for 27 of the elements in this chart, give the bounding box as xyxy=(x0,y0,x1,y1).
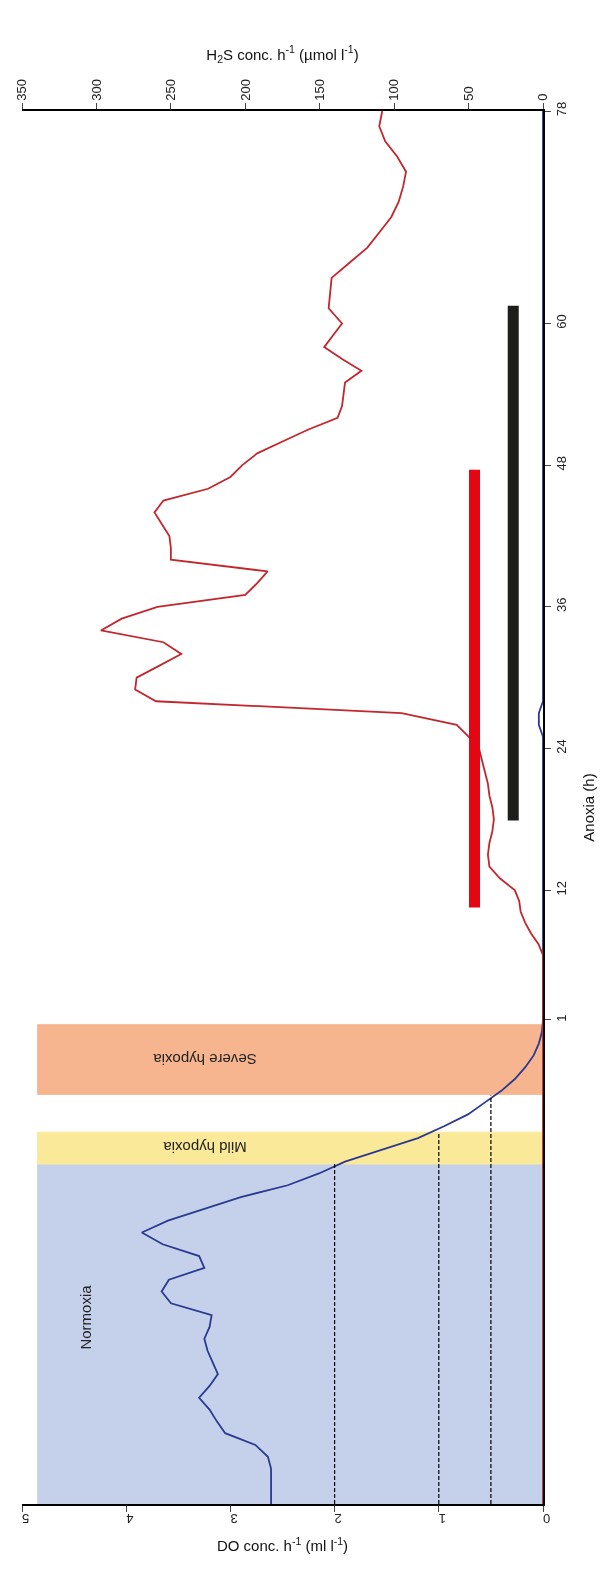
band-label: Mild hypoxia xyxy=(162,1139,247,1157)
x2-tick-label: 250 xyxy=(163,78,179,101)
x-tick-label: 4 xyxy=(126,1511,134,1527)
y-tick-label: 24 xyxy=(554,739,570,754)
y-tick-label: 48 xyxy=(554,455,570,471)
x2-tick-label: 150 xyxy=(311,78,327,101)
y-axis-title: Anoxia (h) xyxy=(579,773,597,842)
x-tick-label: 3 xyxy=(230,1511,238,1527)
x-tick-label: 5 xyxy=(22,1511,30,1527)
y-tick-label: 1 xyxy=(554,1014,570,1022)
x2-tick-label: 0 xyxy=(535,93,551,101)
band-label: Normoxia xyxy=(76,1284,94,1350)
x2-tick-label: 200 xyxy=(237,78,253,101)
y-tick-label: 36 xyxy=(554,597,570,613)
x-tick-label: 1 xyxy=(438,1511,447,1527)
y-tick-label: 78 xyxy=(554,101,570,117)
x2-tick-label: 300 xyxy=(88,78,104,101)
x2-tick-label: 50 xyxy=(460,86,476,101)
x-tick-label: 2 xyxy=(334,1511,342,1527)
x2-axis-title: H$_{2}$S conc. h$^{-1}$ (µmol l$^{-1}$) xyxy=(206,43,359,65)
y-tick-label: 60 xyxy=(554,314,570,329)
x2-tick-label: 350 xyxy=(14,78,30,101)
x2-tick-label: 100 xyxy=(386,78,402,101)
y-tick-label: 12 xyxy=(554,880,570,896)
x-axis-title: DO conc. h$^{-1}$ (ml l$^{-1}$) xyxy=(216,1534,349,1554)
band-label: Severe hypoxia xyxy=(152,1051,257,1069)
x-tick-label: 0 xyxy=(543,1511,551,1527)
